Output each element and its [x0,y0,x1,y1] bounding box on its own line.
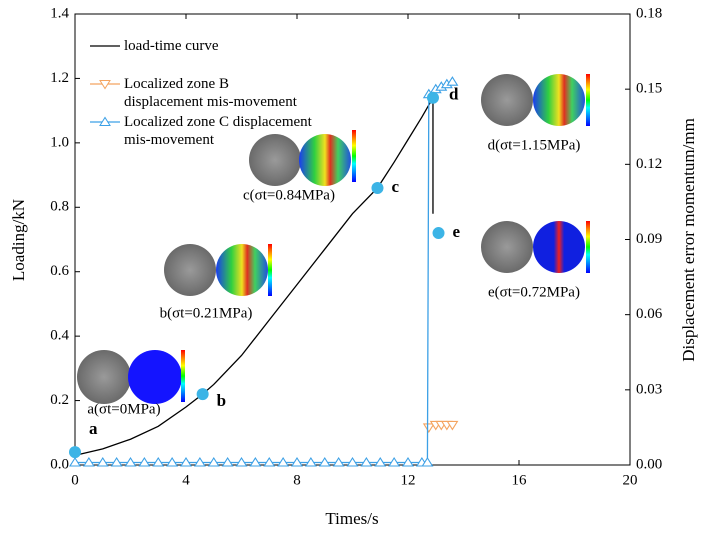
y2-tick-label: 0.00 [636,456,662,472]
colorbar [586,221,590,273]
x-tick-label: 12 [401,472,416,488]
y2-tick-label: 0.12 [636,156,662,172]
y2-tick-label: 0.18 [636,5,662,21]
y-tick-label: 1.0 [50,134,69,150]
key-point [427,92,439,104]
page: Times/s Loading/kN Displacement error mo… [0,0,704,533]
strain-image [128,350,182,404]
x-tick-label: 16 [512,472,528,488]
strain-image [533,74,585,126]
key-point [433,227,445,239]
legend-label: Localized zone C displacement mis-moveme… [124,113,312,149]
colorbar [352,130,356,182]
caption: b(σt=0.21MPa) [160,305,253,321]
key-point [69,446,81,458]
x-tick-label: 8 [293,472,301,488]
y-axis-title: Loading/kN [9,199,28,281]
x-tick-label: 20 [623,472,638,488]
y2-tick-label: 0.03 [636,381,662,397]
marker [424,424,434,432]
y-tick-label: 0.4 [50,328,69,344]
chart: Times/s Loading/kN Displacement error mo… [0,0,704,533]
y2-tick-label: 0.09 [636,231,662,247]
specimen-image [481,74,533,126]
key-point [197,388,209,400]
strain-image [216,244,268,296]
specimen-image [481,221,533,273]
point-label: b [217,391,226,410]
point-label: c [391,177,399,196]
caption: c(σt=0.84MPa) [243,187,335,203]
y2-tick-label: 0.15 [636,81,662,97]
caption: d(σt=1.15MPa) [488,137,581,153]
point-label: e [453,222,461,241]
caption: a(σt=0MPa) [87,401,160,417]
specimen-image [164,244,216,296]
key-point [371,182,383,194]
caption: e(σt=0.72MPa) [488,284,580,300]
y-tick-label: 1.4 [50,5,69,21]
x-tick-label: 0 [71,472,79,488]
x-tick-label: 4 [182,472,190,488]
y2-axis-title: Displacement error momentum/mm [679,118,698,362]
y2-tick-label: 0.06 [636,306,663,322]
y-tick-label: 0.2 [50,392,69,408]
strain-image [533,221,585,273]
y-tick-label: 0.0 [50,456,69,472]
legend-label: Localized zone B displacement mis-moveme… [124,75,297,111]
y-tick-label: 0.8 [50,199,69,215]
colorbar [181,350,185,402]
x-axis-title: Times/s [325,509,378,528]
colorbar [586,74,590,126]
point-label: d [449,85,459,104]
y-tick-label: 0.6 [50,263,69,279]
y-tick-label: 1.2 [50,70,69,86]
colorbar [268,244,272,296]
legend-label: load-time curve [124,37,219,55]
point-label: a [89,419,98,438]
specimen-image [77,350,131,404]
